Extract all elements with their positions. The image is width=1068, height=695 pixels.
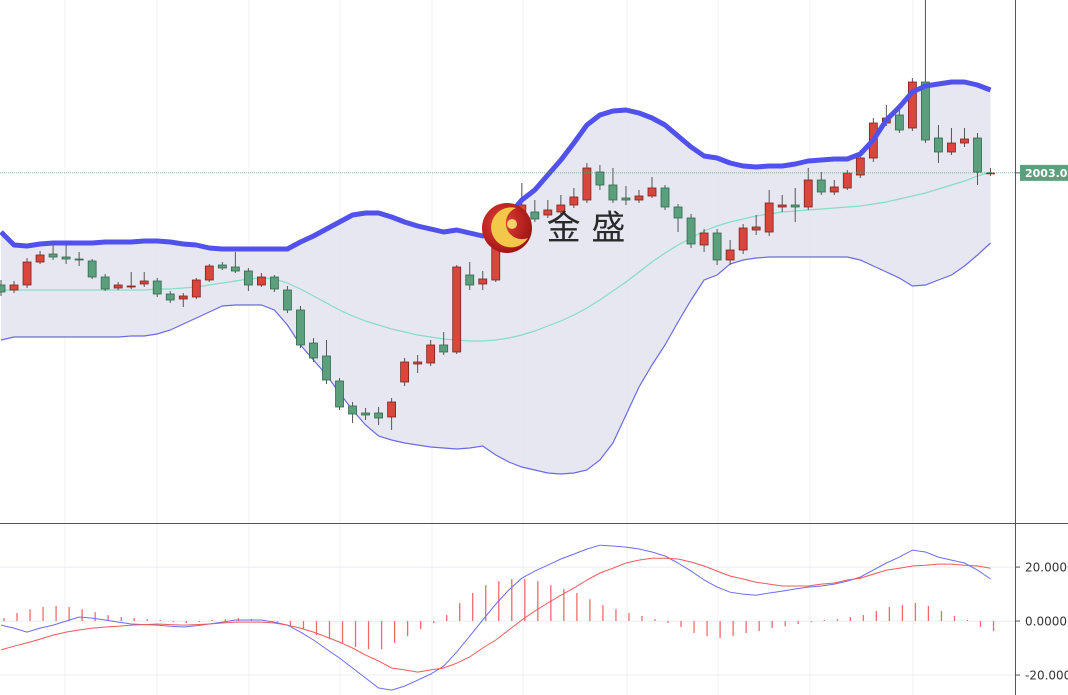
candle-body: [335, 380, 344, 408]
candle-body: [87, 260, 97, 278]
last-price-label: 2003.07: [1025, 167, 1068, 180]
candle-body: [361, 412, 370, 416]
candle-body: [973, 137, 982, 173]
candle-body: [790, 204, 800, 208]
candle-body: [582, 167, 592, 201]
candle-body: [139, 280, 149, 285]
candle-body: [894, 114, 904, 131]
candle-body: [296, 309, 305, 346]
macd-line: [0, 557, 991, 673]
price-panel: [0, 0, 1015, 475]
candle-body: [217, 264, 227, 269]
candle-body: [803, 179, 813, 208]
candle-body: [35, 254, 45, 263]
candle-body: [725, 249, 735, 261]
candle-body: [178, 295, 188, 300]
candle-body: [9, 284, 19, 291]
candle-body: [348, 405, 357, 415]
candle-body: [478, 278, 488, 285]
candle-body: [921, 81, 930, 141]
axis-area: [1015, 0, 1068, 695]
y-tick-label: -20.0000: [1025, 669, 1068, 683]
macd-panel: [0, 544, 1015, 691]
candle-body: [100, 276, 110, 290]
candle-body: [569, 196, 579, 206]
candle-body: [960, 138, 969, 144]
axis: 2003.07 20.0000 0.0000 -20.0000: [1015, 164, 1068, 683]
macd-line: [0, 544, 991, 691]
candle-body: [543, 209, 553, 216]
candle-body: [413, 361, 423, 365]
candle-body: [61, 256, 71, 260]
candle-body: [465, 274, 475, 286]
band-line: [1, 171, 991, 342]
candle-body: [751, 226, 761, 231]
candle-body: [165, 293, 175, 301]
candle-body: [908, 81, 917, 129]
candle-body: [191, 279, 201, 298]
candle-body: [686, 217, 696, 245]
candle-body: [712, 232, 722, 261]
candle-body: [608, 184, 618, 201]
logo-crescent: [491, 207, 528, 248]
candle-body: [152, 280, 162, 295]
candle-body: [556, 204, 566, 213]
y-tick-label: 0.0000: [1025, 615, 1067, 629]
candle-body: [426, 344, 436, 364]
candle-body: [243, 270, 253, 286]
candle-body: [22, 261, 32, 286]
candle-body: [48, 253, 58, 258]
candle-body: [855, 157, 865, 176]
candle-body: [647, 187, 657, 197]
candle-body: [309, 342, 318, 359]
candle-body: [673, 206, 683, 219]
candle-body: [230, 266, 240, 272]
candle-body: [387, 401, 397, 418]
watermark-text: 金 盛: [547, 209, 626, 249]
candle-body: [439, 344, 449, 353]
candle-body: [947, 142, 956, 153]
last-price-box: [1020, 164, 1068, 181]
candle-body: [204, 265, 214, 281]
candle-body: [74, 258, 84, 261]
candle-body: [699, 232, 709, 246]
candle-body: [126, 285, 136, 288]
candle-body: [113, 284, 123, 289]
candle-body: [595, 171, 605, 186]
candle-body: [829, 186, 839, 193]
band-line: [0, 242, 991, 475]
candle-body: [0, 284, 6, 293]
candle-body: [322, 355, 331, 381]
candle-body: [374, 412, 383, 419]
candle-body: [777, 204, 787, 208]
watermark: 金 盛: [482, 203, 625, 253]
candle-body: [660, 187, 670, 208]
candle-body: [400, 361, 410, 383]
candle-body: [452, 266, 462, 353]
candle-body: [283, 289, 292, 311]
candle-body: [530, 211, 540, 220]
logo-dot: [507, 219, 517, 229]
candle-body: [634, 195, 644, 201]
candle-body: [738, 227, 748, 251]
y-tick-label: 20.0000: [1025, 561, 1068, 575]
candle-body: [256, 276, 266, 286]
candle-body: [816, 179, 826, 193]
candle-body: [621, 197, 631, 201]
candle-body: [270, 276, 279, 290]
candle-body: [842, 172, 852, 189]
candle-body: [934, 137, 943, 153]
candle-body: [764, 202, 774, 233]
